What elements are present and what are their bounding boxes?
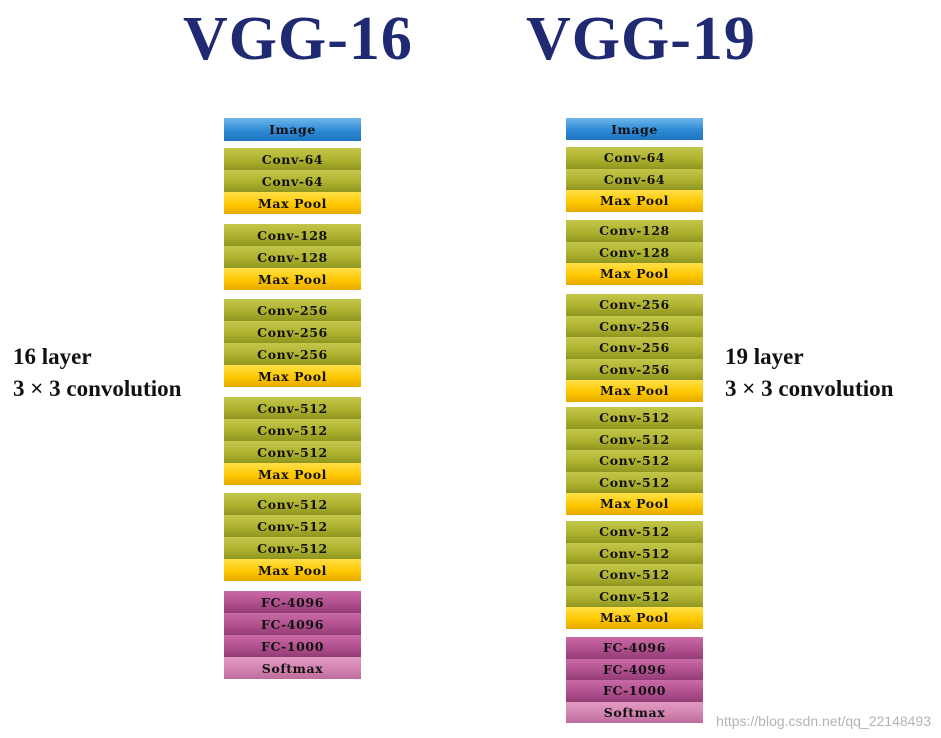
vgg16-layer-image: Image	[224, 118, 361, 141]
vgg16-layer-conv: Conv-512	[224, 493, 361, 515]
vgg19-layer-conv: Conv-128	[566, 241, 703, 263]
vgg19-layer-conv: Conv-256	[566, 337, 703, 359]
vgg16-layer-pool: Max Pool	[224, 365, 361, 387]
vgg19-layer-conv: Conv-64	[566, 168, 703, 190]
vgg16-layer-pool: Max Pool	[224, 559, 361, 581]
watermark: https://blog.csdn.net/qq_22148493	[716, 713, 931, 729]
vgg19-layer-count: 19 layer	[725, 344, 804, 369]
vgg19-layer-conv: Conv-256	[566, 315, 703, 337]
vgg19-layer-pool: Max Pool	[566, 607, 703, 629]
vgg16-conv-size: 3 × 3 convolution	[13, 376, 182, 401]
vgg19-title: VGG-19	[526, 5, 756, 73]
vgg19-layer-pool: Max Pool	[566, 190, 703, 212]
vgg19-layer-softmax: Softmax	[566, 701, 703, 723]
vgg19-layer-conv: Conv-256	[566, 358, 703, 380]
vgg19-layer-conv: Conv-512	[566, 542, 703, 564]
vgg16-title: VGG-16	[183, 5, 413, 73]
vgg19-layer-fc: FC-4096	[566, 658, 703, 680]
vgg16-layer-conv: Conv-256	[224, 343, 361, 365]
vgg16-layer-fc: FC-4096	[224, 613, 361, 635]
vgg19-layer-conv: Conv-128	[566, 220, 703, 242]
vgg19-layer-conv: Conv-512	[566, 471, 703, 493]
vgg19-layer-conv: Conv-64	[566, 147, 703, 169]
vgg19-layer-conv: Conv-512	[566, 428, 703, 450]
vgg19-layer-conv: Conv-512	[566, 450, 703, 472]
vgg19-layer-conv: Conv-512	[566, 407, 703, 429]
vgg16-layer-conv: Conv-512	[224, 515, 361, 537]
vgg16-layer-conv: Conv-256	[224, 321, 361, 343]
vgg16-layer-conv: Conv-128	[224, 224, 361, 246]
vgg16-layer-conv: Conv-512	[224, 441, 361, 463]
vgg19-layer-fc: FC-4096	[566, 637, 703, 659]
vgg16-layer-count: 16 layer	[13, 344, 92, 369]
vgg16-layer-pool: Max Pool	[224, 192, 361, 214]
vgg16-layer-conv: Conv-512	[224, 419, 361, 441]
vgg16-layer-conv: Conv-256	[224, 299, 361, 321]
vgg16-layer-softmax: Softmax	[224, 657, 361, 679]
vgg19-layer-pool: Max Pool	[566, 380, 703, 402]
vgg19-layer-image: Image	[566, 118, 703, 140]
vgg16-layer-fc: FC-1000	[224, 635, 361, 657]
vgg19-layer-pool: Max Pool	[566, 493, 703, 515]
vgg16-layer-conv: Conv-512	[224, 537, 361, 559]
vgg16-layer-fc: FC-4096	[224, 591, 361, 613]
vgg19-layer-pool: Max Pool	[566, 263, 703, 285]
vgg19-conv-size: 3 × 3 convolution	[725, 376, 894, 401]
vgg16-layer-pool: Max Pool	[224, 268, 361, 290]
vgg16-layer-conv: Conv-128	[224, 246, 361, 268]
vgg16-layer-conv: Conv-64	[224, 170, 361, 192]
vgg19-side-label: 19 layer 3 × 3 convolution	[725, 341, 893, 405]
vgg19-layer-conv: Conv-512	[566, 564, 703, 586]
vgg19-layer-conv: Conv-256	[566, 294, 703, 316]
vgg19-layer-fc: FC-1000	[566, 680, 703, 702]
vgg16-layer-pool: Max Pool	[224, 463, 361, 485]
vgg19-layer-conv: Conv-512	[566, 521, 703, 543]
vgg16-layer-conv: Conv-512	[224, 397, 361, 419]
vgg16-layer-conv: Conv-64	[224, 148, 361, 170]
vgg16-side-label: 16 layer 3 × 3 convolution	[13, 341, 181, 405]
vgg19-layer-conv: Conv-512	[566, 585, 703, 607]
